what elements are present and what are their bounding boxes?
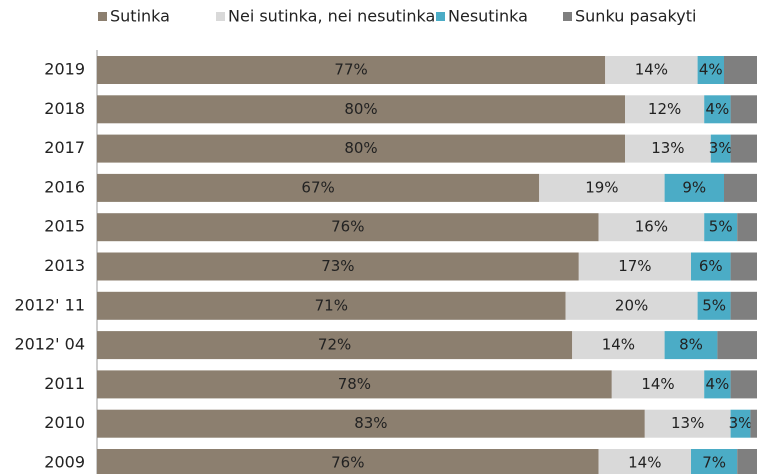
data-label: 4% bbox=[706, 100, 730, 118]
y-tick-label: 2010 bbox=[44, 413, 85, 432]
bar-segment bbox=[664, 331, 718, 360]
y-tick-label: 2013 bbox=[44, 256, 85, 275]
bar-segment bbox=[625, 95, 705, 124]
bar-segment bbox=[539, 173, 665, 202]
bar-segment bbox=[611, 370, 705, 399]
data-label: 76% bbox=[331, 454, 364, 472]
bar-segment bbox=[737, 213, 757, 242]
data-label: 13% bbox=[671, 414, 704, 432]
bar-segment bbox=[97, 252, 579, 281]
data-label: 80% bbox=[344, 100, 377, 118]
data-label: 71% bbox=[315, 296, 348, 314]
data-label: 14% bbox=[641, 375, 674, 393]
bar-segment bbox=[97, 291, 566, 320]
bar-segment bbox=[97, 134, 625, 163]
bar-segment bbox=[572, 331, 665, 360]
legend-swatch bbox=[563, 12, 572, 21]
data-label: 5% bbox=[702, 296, 726, 314]
bar-segment bbox=[730, 409, 751, 438]
bar-segment bbox=[750, 409, 757, 438]
bar-segment bbox=[578, 252, 691, 281]
data-label: 6% bbox=[699, 257, 723, 275]
data-label: 67% bbox=[301, 178, 334, 196]
y-tick-label: 2015 bbox=[44, 217, 85, 236]
bar-segment bbox=[724, 173, 757, 202]
data-label: 78% bbox=[338, 375, 371, 393]
data-label: 77% bbox=[334, 61, 367, 79]
legend-swatch bbox=[216, 12, 225, 21]
bar-segment bbox=[598, 449, 691, 474]
data-label: 7% bbox=[702, 454, 726, 472]
bar-segment bbox=[598, 213, 705, 242]
bar-segment bbox=[97, 173, 540, 202]
data-label: 12% bbox=[648, 100, 681, 118]
bar-segment bbox=[704, 95, 731, 124]
bar-segment bbox=[697, 56, 724, 84]
data-label: 19% bbox=[585, 178, 618, 196]
data-label: 14% bbox=[635, 61, 668, 79]
bar-segment bbox=[97, 95, 625, 124]
bar-segment bbox=[97, 331, 573, 360]
data-label: 9% bbox=[682, 178, 706, 196]
data-label: 3% bbox=[709, 139, 733, 157]
bar-segment bbox=[97, 370, 612, 399]
y-tick-label: 2018 bbox=[44, 99, 85, 118]
bar-segment bbox=[97, 409, 645, 438]
bar-segment bbox=[737, 449, 757, 474]
bar-segment bbox=[605, 56, 698, 84]
legend-swatch bbox=[436, 12, 445, 21]
bar-segment bbox=[691, 252, 731, 281]
bar-segment bbox=[97, 56, 606, 84]
data-label: 17% bbox=[618, 257, 651, 275]
data-label: 14% bbox=[628, 454, 661, 472]
bar-segment bbox=[730, 370, 757, 399]
data-label: 14% bbox=[602, 336, 635, 354]
bar-segment bbox=[730, 95, 757, 124]
bar-segment bbox=[710, 134, 731, 163]
data-label: 20% bbox=[615, 296, 648, 314]
bar-segment bbox=[97, 449, 599, 474]
bar-segment bbox=[730, 252, 757, 281]
data-label: 5% bbox=[709, 218, 733, 236]
bar-segment bbox=[730, 134, 757, 163]
data-label: 16% bbox=[635, 218, 668, 236]
bar-segment bbox=[704, 213, 738, 242]
data-label: 73% bbox=[321, 257, 354, 275]
legend-label: Nei sutinka, nei nesutinka bbox=[228, 7, 435, 26]
data-label: 3% bbox=[729, 414, 753, 432]
legend-label: Nesutinka bbox=[448, 7, 528, 26]
bar-segment bbox=[691, 449, 738, 474]
data-label: 72% bbox=[318, 336, 351, 354]
bar-segment bbox=[704, 370, 731, 399]
data-label: 76% bbox=[331, 218, 364, 236]
bar-segment bbox=[565, 291, 698, 320]
bar-segment bbox=[644, 409, 731, 438]
data-label: 13% bbox=[651, 139, 684, 157]
legend-swatch bbox=[98, 12, 107, 21]
data-label: 83% bbox=[354, 414, 387, 432]
bar-segment bbox=[664, 173, 724, 202]
bar-segment bbox=[97, 213, 599, 242]
bar-segment bbox=[730, 291, 757, 320]
y-tick-label: 2011 bbox=[44, 374, 85, 393]
data-label: 80% bbox=[344, 139, 377, 157]
y-tick-label: 2016 bbox=[44, 177, 85, 196]
data-label: 4% bbox=[706, 375, 730, 393]
y-tick-label: 2019 bbox=[44, 60, 85, 79]
y-tick-label: 2012' 11 bbox=[14, 295, 85, 314]
bar-segment bbox=[625, 134, 711, 163]
y-tick-label: 2009 bbox=[44, 453, 85, 472]
bar-segment bbox=[717, 331, 757, 360]
data-label: 8% bbox=[679, 336, 703, 354]
legend-label: Sutinka bbox=[110, 7, 170, 26]
bar-segment bbox=[697, 291, 731, 320]
bar-segment bbox=[724, 56, 757, 84]
data-label: 4% bbox=[699, 61, 723, 79]
legend-label: Sunku pasakyti bbox=[575, 7, 696, 26]
y-tick-label: 2017 bbox=[44, 138, 85, 157]
y-tick-label: 2012' 04 bbox=[14, 335, 85, 354]
